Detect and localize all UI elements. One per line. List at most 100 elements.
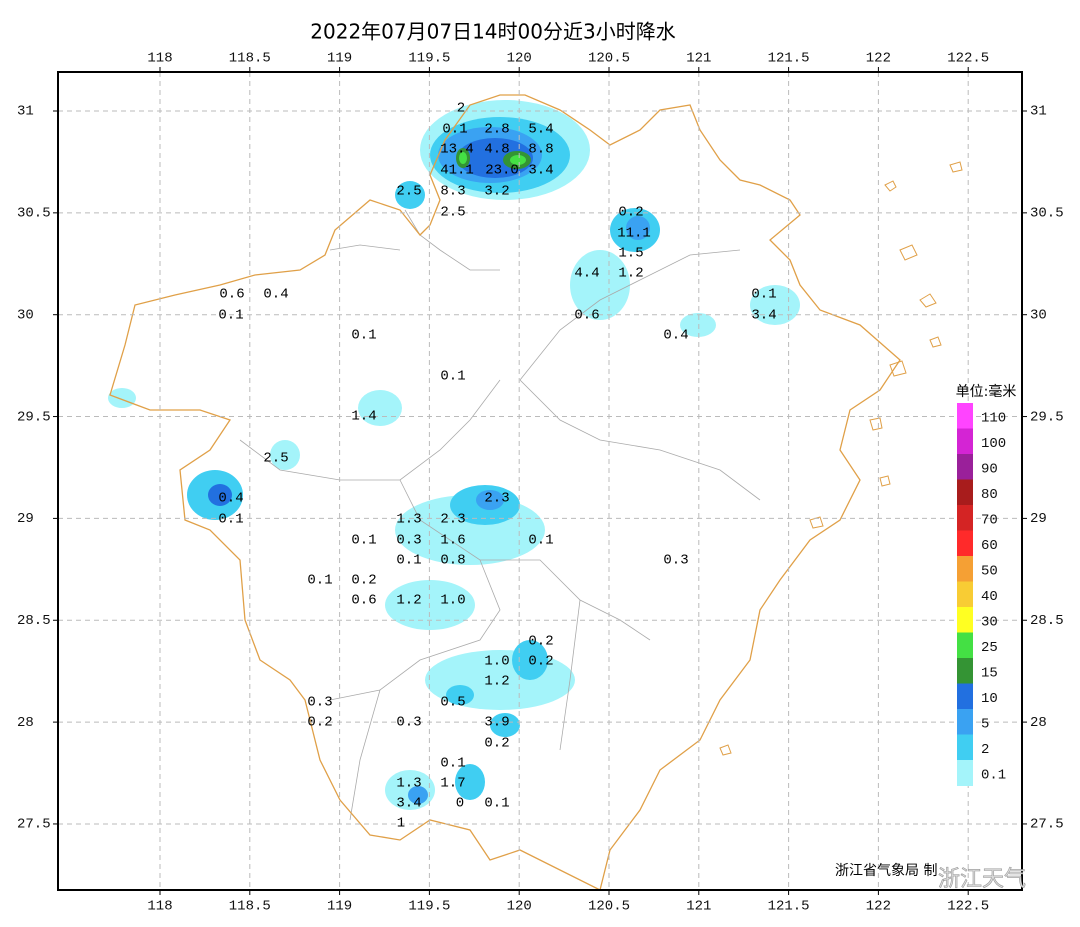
lon-tick-label: 119.5: [408, 899, 450, 915]
station-value: 0.6: [219, 287, 244, 303]
station-value: 0.2: [528, 654, 553, 670]
basemap: [58, 72, 1022, 891]
lon-tick-label: 118: [147, 899, 172, 915]
station-value: 0.2: [307, 715, 332, 731]
county-borders: [239, 209, 761, 821]
legend-label: 100: [981, 436, 1006, 452]
station-value: 1.2: [396, 593, 421, 609]
station-value: 5.4: [528, 122, 553, 138]
title: 2022年07月07日14时00分近3小时降水: [310, 20, 675, 44]
station-value: 0.1: [442, 122, 467, 138]
legend-swatch: [957, 760, 973, 786]
station-value: 2.3: [440, 512, 465, 528]
map-frame: [57, 71, 1023, 891]
rain-area: [270, 440, 300, 470]
lon-tick-label: 119: [327, 899, 352, 915]
station-value: 8.3: [440, 184, 465, 200]
legend-label: 60: [981, 538, 998, 554]
station-value: 23.0: [485, 163, 519, 179]
legend-swatch: [957, 734, 973, 761]
station-labels: 20.1 2.8 5.413.4 4.8 8.841.1 23.0 3.42.5 8.3 3.2…: [218, 101, 776, 832]
lon-tick-label: 121: [686, 51, 711, 67]
credit: 浙江省气象局 制: [835, 863, 937, 879]
station-value: 1.6: [440, 533, 465, 549]
lon-tick-label: 122: [866, 899, 891, 915]
province-outline: [109, 94, 901, 891]
station-value: 3.4: [751, 308, 776, 324]
station-value: 0.1: [440, 369, 465, 385]
station-value: 1.0: [484, 654, 509, 670]
legend-swatch: [957, 479, 973, 506]
rain-area: [680, 313, 716, 337]
legend: 110 100 90 80 70 60 50 40 30 25 15 10 5 2 0.1: [957, 403, 1006, 786]
lon-tick-label: 118: [147, 51, 172, 67]
station-value: 1.0: [440, 593, 465, 609]
station-value: 4.4: [574, 266, 599, 282]
precipitation: [108, 100, 800, 810]
rain-area: [108, 388, 136, 408]
legend-swatch: [957, 607, 973, 633]
station-value: 1.3: [396, 776, 421, 792]
rain-area: [459, 152, 467, 164]
station-value: 2: [457, 101, 465, 117]
lat-tick-label: 30: [1030, 307, 1047, 323]
legend-label: 110: [981, 410, 1006, 426]
station-value: 3.2: [484, 184, 509, 200]
lat-tick-label: 27.5: [17, 817, 51, 833]
station-value: 1.2: [618, 266, 643, 282]
rain-area: [446, 685, 474, 705]
legend-swatch: [957, 403, 973, 429]
rain-area: [510, 155, 526, 165]
legend-label: 40: [981, 589, 998, 605]
legend-unit: 单位:毫米: [956, 383, 1017, 400]
legend-swatch: [957, 683, 973, 710]
lat-tick-label: 30.5: [1030, 206, 1064, 222]
lat-tick-label: 29.5: [1030, 409, 1064, 425]
station-value: 0.2: [484, 736, 509, 752]
lat-tick-label: 30.5: [17, 206, 51, 222]
legend-swatch: [957, 505, 973, 531]
lon-tick-label: 119: [327, 51, 352, 67]
station-value: 1.3: [396, 512, 421, 528]
legend-swatch: [957, 581, 973, 608]
legend-swatch: [957, 556, 973, 582]
lat-tick-label: 31: [1030, 104, 1047, 120]
station-value: 0.1: [396, 553, 421, 569]
rain-area: [490, 713, 520, 737]
station-value: 0.1: [751, 287, 776, 303]
watermark: 浙江天气: [938, 867, 1026, 892]
islands: [719, 161, 963, 756]
station-value: 0.2: [528, 634, 553, 650]
rain-area: [395, 181, 425, 209]
station-value: 3.4: [396, 796, 421, 812]
lat-tick-label: 29: [1030, 511, 1047, 527]
station-value: 0.6: [351, 593, 376, 609]
rain-area: [512, 640, 548, 680]
station-value: 0.2: [618, 205, 643, 221]
station-value: 0.1: [218, 512, 243, 528]
legend-swatch: [957, 658, 973, 684]
rain-area: [476, 490, 504, 510]
legend-label: 70: [981, 512, 998, 528]
lat-tick-label: 28: [1030, 715, 1047, 731]
station-value: 0.1: [484, 796, 509, 812]
graticule: 118118118.5118.5119119119.5119.512012012…: [17, 51, 1064, 915]
lon-tick-label: 118.5: [229, 51, 271, 67]
station-value: 0.1: [440, 756, 465, 772]
station-value: 0.1: [528, 533, 553, 549]
station-value: 0.3: [396, 533, 421, 549]
lat-tick-label: 28: [17, 715, 34, 731]
station-value: 0.4: [663, 328, 688, 344]
station-value: 13.4: [440, 142, 474, 158]
rain-area: [385, 580, 475, 630]
station-value: 0.1: [351, 328, 376, 344]
lat-tick-label: 29.5: [17, 409, 51, 425]
station-value: 2.8: [484, 122, 509, 138]
station-value: 11.1: [617, 226, 651, 242]
lat-tick-label: 31: [17, 104, 34, 120]
legend-swatch: [957, 632, 973, 659]
station-value: 0.8: [440, 553, 465, 569]
rain-area: [408, 786, 428, 804]
lat-tick-label: 29: [17, 511, 34, 527]
